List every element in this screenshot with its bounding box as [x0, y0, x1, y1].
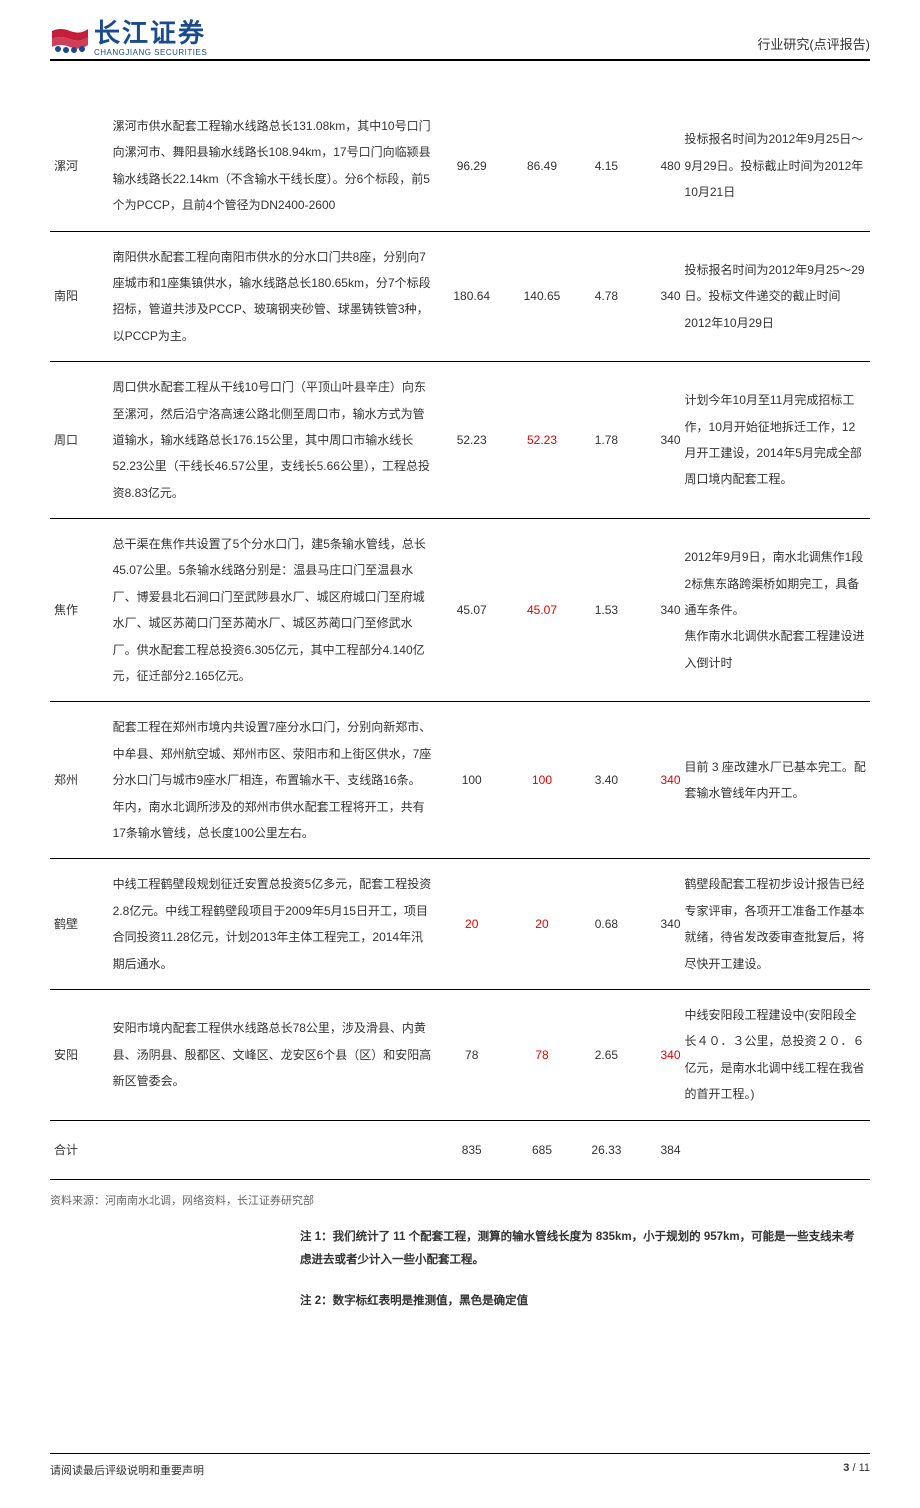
- footer-page: 3 / 11: [843, 1462, 870, 1478]
- cell-note: 中线安阳段工程建设中(安阳段全长４０．３公里，总投资２０．６亿元，是南水北调中线…: [683, 989, 870, 1120]
- cell-v1: 52.23: [437, 362, 507, 519]
- annotation-1: 注 1：我们统计了 11 个配套工程，测算的输水管线长度为 835km，小于规划…: [300, 1226, 870, 1272]
- cell-note: 投标报名时间为2012年9月25日～9月29日。投标截止时间为2012年10月2…: [683, 101, 870, 231]
- cell-desc: 中线工程鹤壁段规划征迁安置总投资5亿多元，配套工程投资2.8亿元。中线工程鹤壁段…: [109, 859, 437, 990]
- cell-v1: 100: [437, 702, 507, 859]
- cell-desc: 漯河市供水配套工程输水线路总长131.08km，其中10号口门向漯河市、舞阳县输…: [109, 101, 437, 231]
- cell-v1: 180.64: [437, 231, 507, 362]
- cell-v2: 52.23: [507, 362, 577, 519]
- cell-note: 目前 3 座改建水厂已基本完工。配套输水管线年内开工。: [683, 702, 870, 859]
- cell-city: 安阳: [50, 989, 109, 1120]
- summary-v1: 835: [437, 1120, 507, 1179]
- table-row: 周口周口供水配套工程从干线10号口门（平顶山叶县辛庄）向东至漯河，然后沿宁洛高速…: [50, 362, 870, 519]
- logo-text-cn: 长江证券: [94, 20, 207, 46]
- table-row: 鹤壁中线工程鹤壁段规划征迁安置总投资5亿多元，配套工程投资2.8亿元。中线工程鹤…: [50, 859, 870, 990]
- cell-desc: 周口供水配套工程从干线10号口门（平顶山叶县辛庄）向东至漯河，然后沿宁洛高速公路…: [109, 362, 437, 519]
- cell-v3: 4.15: [577, 101, 636, 231]
- cell-v2: 100: [507, 702, 577, 859]
- summary-v2: 685: [507, 1120, 577, 1179]
- table-row: 漯河漯河市供水配套工程输水线路总长131.08km，其中10号口门向漯河市、舞阳…: [50, 101, 870, 231]
- cell-v1: 78: [437, 989, 507, 1120]
- logo-icon: [50, 23, 90, 55]
- table-row: 郑州配套工程在郑州市境内共设置7座分水口门，分别向新郑市、中牟县、郑州航空城、郑…: [50, 702, 870, 859]
- source-note: 资料来源：河南南水北调，网络资料，长江证券研究部: [50, 1192, 870, 1208]
- cell-note: 投标报名时间为2012年9月25～29日。投标文件递交的截止时间2012年10月…: [683, 231, 870, 362]
- logo-text: 长江证券 CHANGJIANG SECURITIES: [94, 20, 207, 57]
- data-table: 漯河漯河市供水配套工程输水线路总长131.08km，其中10号口门向漯河市、舞阳…: [50, 101, 870, 1180]
- cell-v1: 20: [437, 859, 507, 990]
- cell-v3: 2.65: [577, 989, 636, 1120]
- cell-v3: 1.53: [577, 519, 636, 702]
- cell-desc: 南阳供水配套工程向南阳市供水的分水口门共8座，分别向7座城市和1座集镇供水，输水…: [109, 231, 437, 362]
- annotation-2: 注 2：数字标红表明是推测值，黑色是确定值: [300, 1290, 870, 1313]
- cell-v3: 1.78: [577, 362, 636, 519]
- cell-note: 2012年9月9日，南水北调焦作1段2标焦东路跨渠桥如期完工，具备通车条件。焦作…: [683, 519, 870, 702]
- cell-desc: 总干渠在焦作共设置了5个分水口门，建5条输水管线，总长45.07公里。5条输水线…: [109, 519, 437, 702]
- page-footer: 请阅读最后评级说明和重要声明 3 / 11: [50, 1453, 870, 1478]
- cell-city: 南阳: [50, 231, 109, 362]
- cell-v3: 3.40: [577, 702, 636, 859]
- cell-v4: 340: [636, 231, 683, 362]
- page-header: 长江证券 CHANGJIANG SECURITIES 行业研究(点评报告): [50, 20, 870, 61]
- cell-city: 鹤壁: [50, 859, 109, 990]
- table-row: 焦作总干渠在焦作共设置了5个分水口门，建5条输水管线，总长45.07公里。5条输…: [50, 519, 870, 702]
- cell-city: 周口: [50, 362, 109, 519]
- cell-v2: 78: [507, 989, 577, 1120]
- cell-v1: 96.29: [437, 101, 507, 231]
- cell-v4: 340: [636, 989, 683, 1120]
- cell-note: 计划今年10月至11月完成招标工作，10月开始征地拆迁工作，12月开工建设，20…: [683, 362, 870, 519]
- table-row: 安阳安阳市境内配套工程供水线路总长78公里，涉及滑县、内黄县、汤阴县、殷都区、文…: [50, 989, 870, 1120]
- cell-city: 郑州: [50, 702, 109, 859]
- cell-v1: 45.07: [437, 519, 507, 702]
- footer-disclaimer: 请阅读最后评级说明和重要声明: [50, 1462, 204, 1478]
- cell-city: 焦作: [50, 519, 109, 702]
- summary-label: 合计: [50, 1120, 109, 1179]
- cell-v2: 45.07: [507, 519, 577, 702]
- cell-desc: 安阳市境内配套工程供水线路总长78公里，涉及滑县、内黄县、汤阴县、殷都区、文峰区…: [109, 989, 437, 1120]
- report-type: 行业研究(点评报告): [757, 34, 870, 57]
- cell-city: 漯河: [50, 101, 109, 231]
- logo: 长江证券 CHANGJIANG SECURITIES: [50, 20, 207, 57]
- cell-v4: 480: [636, 101, 683, 231]
- cell-v2: 86.49: [507, 101, 577, 231]
- logo-text-en: CHANGJIANG SECURITIES: [94, 48, 207, 57]
- cell-note: 鹤壁段配套工程初步设计报告已经专家评审，各项开工准备工作基本就绪，待省发改委审查…: [683, 859, 870, 990]
- cell-v4: 340: [636, 702, 683, 859]
- summary-v3: 26.33: [577, 1120, 636, 1179]
- summary-row: 合计 83568526.33384: [50, 1120, 870, 1179]
- cell-v4: 340: [636, 519, 683, 702]
- cell-v4: 340: [636, 362, 683, 519]
- cell-v3: 0.68: [577, 859, 636, 990]
- cell-v3: 4.78: [577, 231, 636, 362]
- cell-v2: 140.65: [507, 231, 577, 362]
- cell-v2: 20: [507, 859, 577, 990]
- cell-desc: 配套工程在郑州市境内共设置7座分水口门，分别向新郑市、中牟县、郑州航空城、郑州市…: [109, 702, 437, 859]
- summary-v4: 384: [636, 1120, 683, 1179]
- cell-v4: 340: [636, 859, 683, 990]
- table-row: 南阳南阳供水配套工程向南阳市供水的分水口门共8座，分别向7座城市和1座集镇供水，…: [50, 231, 870, 362]
- annotations: 注 1：我们统计了 11 个配套工程，测算的输水管线长度为 835km，小于规划…: [50, 1226, 870, 1313]
